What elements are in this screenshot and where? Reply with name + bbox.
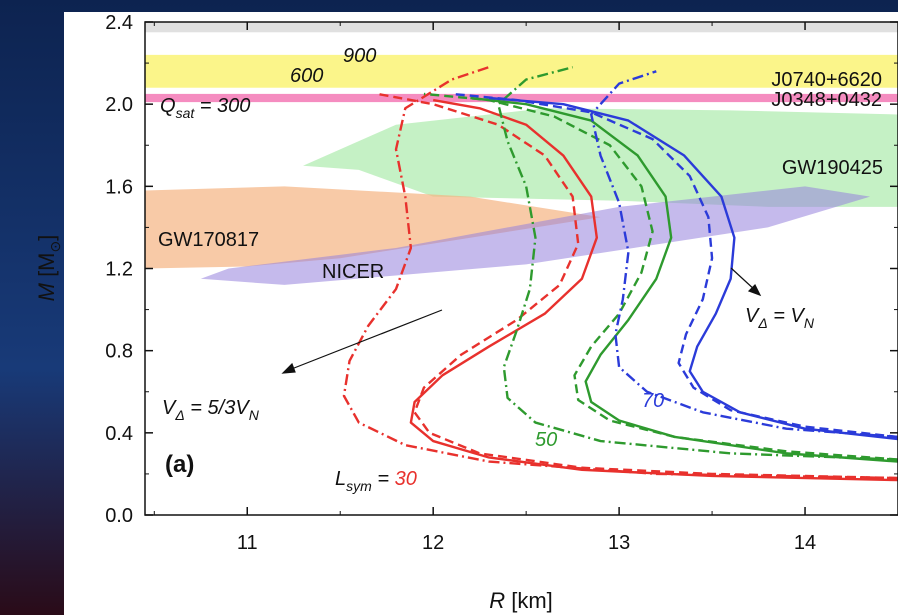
curve	[423, 92, 898, 461]
annotation: 600	[290, 65, 323, 87]
x-tick-label: 13	[608, 532, 630, 554]
annotation: VΔ = VN	[745, 305, 815, 331]
annotation: Qsat = 300	[160, 95, 250, 121]
y-tick-label: 0.8	[105, 341, 133, 363]
annotation-part: L	[335, 468, 346, 490]
y-tick-label: 1.6	[105, 176, 133, 198]
region-label: NICER	[322, 261, 384, 283]
y-tick-label: 0.0	[105, 505, 133, 527]
arrow-head	[747, 283, 762, 297]
x-tick-label: 11	[237, 532, 258, 554]
y-axis-label-part: ⊙	[47, 241, 63, 253]
curve	[488, 96, 898, 441]
y-tick-label: 2.4	[105, 12, 133, 34]
x-axis-label-part: [km]	[505, 588, 553, 613]
annotation-part: = 5/3V	[185, 397, 251, 419]
annotation: VΔ = 5/3VN	[162, 397, 260, 423]
annotation-part: Q	[160, 95, 176, 117]
annotation-part: =	[372, 468, 395, 490]
curve	[451, 92, 898, 439]
x-axis-label: R [km]	[489, 588, 553, 613]
band	[145, 93, 898, 103]
curve	[497, 66, 898, 461]
y-tick-label: 1.2	[105, 259, 133, 281]
region-label: GW170817	[158, 229, 259, 251]
x-axis-label-part: R	[489, 588, 505, 613]
region	[145, 186, 601, 269]
y-axis-label-part: ]	[34, 235, 59, 241]
panel-label: (a)	[165, 451, 194, 478]
annotation-part: sym	[346, 478, 372, 494]
annotation-part: V	[745, 305, 760, 327]
curve	[409, 98, 898, 482]
annotation-part: sat	[176, 105, 196, 121]
annotation-part: = 300	[194, 95, 250, 117]
annotation-part: Δ	[757, 315, 767, 331]
annotation-part: V	[162, 397, 177, 419]
annotation: 50	[535, 429, 557, 451]
y-tick-label: 0.4	[105, 423, 133, 445]
arrows	[281, 267, 762, 374]
y-tick-label: 2.0	[105, 94, 133, 116]
curve	[590, 70, 898, 439]
x-tick-label: 12	[422, 532, 444, 554]
arrow	[288, 309, 443, 371]
annotation-part: N	[804, 315, 815, 331]
annotation-part: = V	[768, 305, 806, 327]
band-label: J0740+6620	[771, 69, 882, 91]
arrow-head	[281, 362, 296, 374]
annotation-part: Δ	[174, 407, 184, 423]
arrow	[730, 267, 757, 292]
annotation: Lsym = 30	[335, 468, 417, 494]
x-tick-label: 14	[794, 532, 816, 554]
annotation: 900	[343, 45, 376, 67]
plot-area: 11 12 13 14 0.0 0.4 0.8 1.2 1.6 2.0 2.4	[105, 12, 898, 554]
annotation-part: N	[249, 407, 260, 423]
y-axis-label-part: [M	[34, 252, 59, 283]
y-axis-label: M [M⊙]	[34, 235, 63, 302]
curve	[342, 66, 898, 480]
annotation-part: 30	[395, 468, 417, 490]
band	[145, 22, 898, 33]
labels: J0740+6620 J0348+0432 GW190425 GW170817 …	[34, 45, 883, 613]
band-label: J0348+0432	[771, 89, 882, 111]
annotation: 70	[642, 390, 664, 412]
y-axis-label-part: M	[34, 282, 59, 301]
curve	[377, 92, 898, 480]
region-label: GW190425	[782, 157, 883, 179]
